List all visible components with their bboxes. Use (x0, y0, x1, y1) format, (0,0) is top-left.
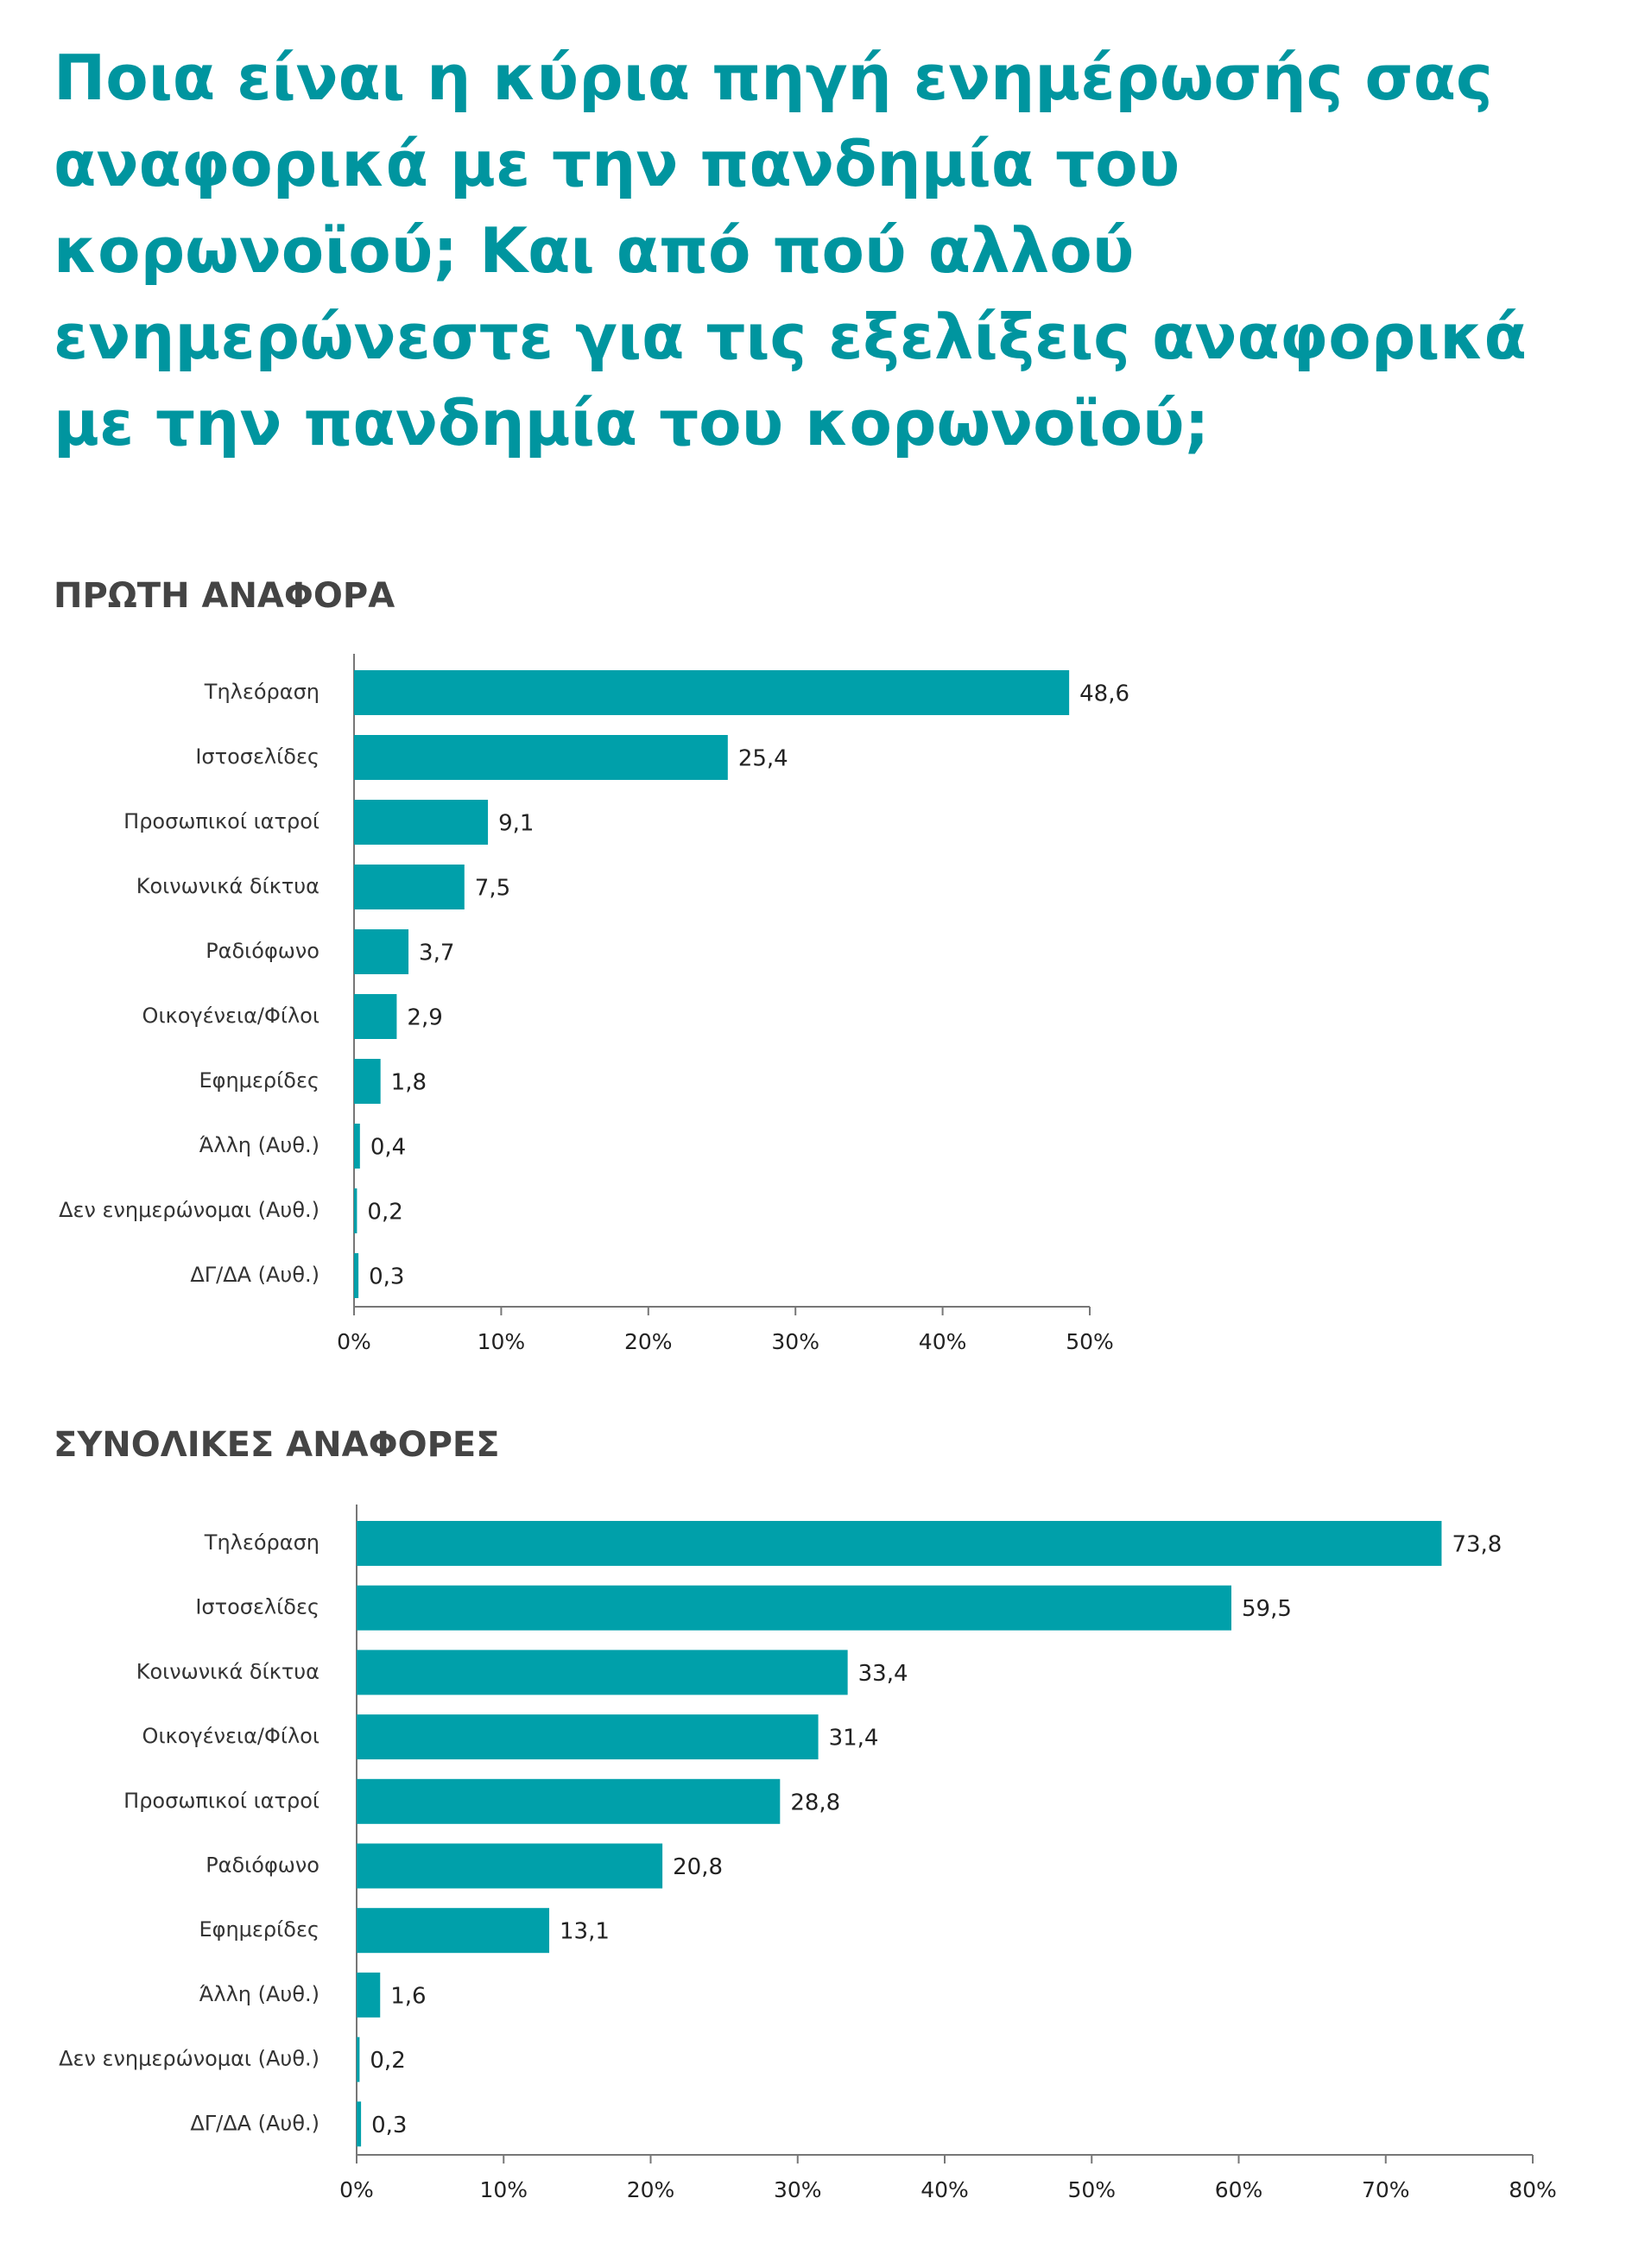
bar (357, 1972, 381, 2018)
bar (357, 1585, 1231, 1631)
bar (357, 1843, 663, 1889)
category-label: Εφημερίδες (199, 1068, 320, 1093)
bar (357, 1778, 781, 1824)
bar (354, 670, 1070, 715)
category-label: Εφημερίδες (199, 1917, 320, 1942)
category-label: Τηλεόραση (204, 680, 320, 704)
x-tick-label: 50% (1067, 2177, 1116, 2202)
category-label: Ραδιόφωνο (206, 1853, 320, 1878)
value-label: 0,2 (367, 1200, 402, 1226)
category-label: Οικογένεια/Φίλοι (142, 1004, 320, 1028)
x-tick-label: 10% (478, 1329, 526, 1354)
bar (354, 994, 397, 1039)
value-label: 48,6 (1079, 681, 1129, 707)
x-tick-label: 80% (1509, 2177, 1557, 2202)
value-label: 7,5 (475, 876, 510, 902)
bar (354, 1188, 357, 1233)
x-tick-label: 10% (479, 2177, 528, 2202)
value-label: 73,8 (1452, 1532, 1502, 1558)
category-label: Ιστοσελίδες (195, 1595, 320, 1619)
category-label: Προσωπικοί ιατροί (123, 1789, 320, 1813)
value-label: 13,1 (560, 1919, 610, 1945)
value-label: 1,6 (390, 1983, 426, 2009)
bar (354, 1253, 359, 1298)
value-label: 1,8 (391, 1070, 427, 1096)
bar (357, 2037, 360, 2082)
x-tick-label: 70% (1362, 2177, 1410, 2202)
x-tick-label: 40% (921, 2177, 969, 2202)
x-tick-label: 0% (339, 2177, 374, 2202)
category-label: Δεν ενημερώνομαι (Αυθ.) (59, 2047, 320, 2071)
x-tick-label: 40% (919, 1329, 967, 1354)
category-label: Οικογένεια/Φίλοι (142, 1724, 320, 1748)
category-label: Κοινωνικά δίκτυα (136, 874, 320, 898)
bar (357, 1908, 550, 1954)
bar (357, 1521, 1442, 1566)
x-tick-label: 30% (774, 2177, 822, 2202)
value-label: 0,2 (370, 2048, 405, 2074)
value-label: 20,8 (673, 1854, 723, 1880)
value-label: 28,8 (790, 1790, 840, 1815)
value-label: 59,5 (1242, 1596, 1292, 1622)
bar (354, 929, 409, 974)
category-label: Προσωπικοί ιατροί (123, 809, 320, 833)
category-label: Ραδιόφωνο (206, 939, 320, 963)
value-label: 9,1 (498, 811, 534, 837)
value-label: 0,3 (371, 2113, 407, 2138)
category-label: Κοινωνικά δίκτυα (136, 1659, 320, 1683)
category-label: Άλλη (Αυθ.) (199, 1133, 320, 1157)
category-label: Δεν ενημερώνομαι (Αυθ.) (59, 1198, 320, 1222)
value-label: 31,4 (829, 1726, 879, 1752)
bar (354, 865, 465, 909)
x-tick-label: 20% (627, 2177, 675, 2202)
section-title: ΣΥΝΟΛΙΚΕΣ ΑΝΑΦΟΡΕΣ (54, 1425, 500, 1465)
category-label: ΔΓ/ΔΑ (Αυθ.) (190, 1263, 320, 1287)
category-label: Ιστοσελίδες (195, 744, 320, 769)
x-tick-label: 50% (1066, 1329, 1114, 1354)
bar (354, 735, 728, 780)
bar (354, 1059, 381, 1104)
category-label: ΔΓ/ΔΑ (Αυθ.) (190, 2111, 320, 2135)
category-label: Άλλη (Αυθ.) (199, 1982, 320, 2006)
value-label: 0,3 (369, 1264, 404, 1290)
value-label: 0,4 (370, 1135, 406, 1161)
bar (357, 2101, 362, 2147)
value-label: 25,4 (738, 746, 788, 772)
bar (357, 1714, 819, 1760)
section-title: ΠΡΩΤΗ ΑΝΑΦΟΡΑ (54, 576, 395, 616)
bar (354, 1124, 360, 1169)
value-label: 3,7 (419, 941, 454, 966)
page-title: Ποια είναι η κύρια πηγή ενημέρωσής σας α… (54, 41, 1527, 459)
value-label: 33,4 (858, 1661, 908, 1687)
x-tick-label: 30% (771, 1329, 819, 1354)
x-tick-label: 20% (624, 1329, 673, 1354)
value-label: 2,9 (407, 1005, 442, 1031)
x-tick-label: 60% (1215, 2177, 1263, 2202)
bar (354, 800, 489, 845)
bar (357, 1650, 848, 1695)
x-tick-label: 0% (337, 1329, 371, 1354)
category-label: Τηλεόραση (204, 1530, 320, 1555)
